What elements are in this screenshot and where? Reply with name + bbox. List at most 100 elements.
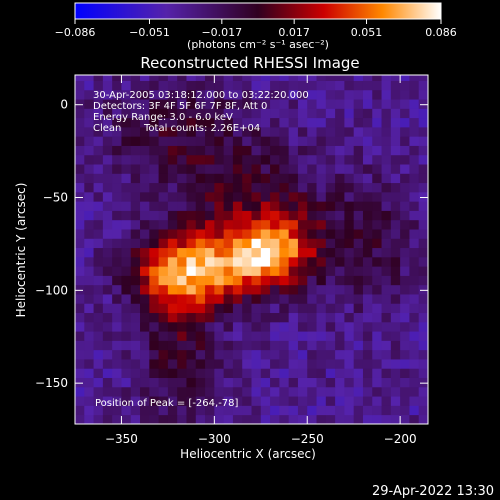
heatmap-cell	[121, 266, 132, 276]
heatmap-cell	[409, 359, 420, 369]
heatmap-cell	[297, 80, 308, 91]
heatmap-cell	[167, 303, 178, 314]
heatmap-cell	[186, 191, 197, 202]
heatmap-cell	[297, 247, 308, 258]
heatmap-cell	[75, 405, 85, 416]
heatmap-cell	[149, 191, 160, 202]
heatmap-cell	[270, 108, 280, 119]
heatmap-cell	[279, 386, 290, 397]
heatmap-cell	[409, 386, 420, 397]
heatmap-cell	[307, 210, 317, 221]
heatmap-cell	[140, 201, 150, 211]
heatmap-cell	[177, 219, 187, 230]
heatmap-cell	[140, 99, 150, 109]
heatmap-cell	[140, 396, 150, 406]
heatmap-cell	[232, 145, 243, 156]
heatmap-cell	[251, 182, 262, 193]
heatmap-cell	[353, 219, 364, 230]
heatmap-cell	[362, 145, 373, 156]
heatmap-cell	[372, 210, 382, 221]
heatmap-cell	[344, 275, 355, 286]
heatmap-cell	[167, 99, 178, 109]
heatmap-cell	[242, 321, 252, 332]
heatmap-cell	[149, 145, 160, 156]
heatmap-cell	[195, 331, 206, 341]
heatmap-cell	[177, 256, 187, 267]
heatmap-cell	[223, 386, 234, 397]
heatmap-cell	[418, 126, 429, 137]
heatmap-cell	[279, 75, 290, 81]
heatmap-cell	[112, 229, 122, 239]
annotations: 30-Apr-2005 03:18:12.000 to 03:22:20.000…	[93, 90, 309, 409]
heatmap-cell	[195, 405, 206, 416]
heatmap-cell	[353, 145, 364, 156]
heatmap-cell	[325, 136, 336, 146]
heatmap-cell	[335, 377, 345, 388]
heatmap-cell	[149, 247, 160, 258]
heatmap-cell	[335, 99, 345, 109]
heatmap-cell	[112, 201, 122, 211]
heatmap-cell	[400, 136, 410, 146]
annotation-total-counts: Total counts: 2.26E+04	[143, 123, 260, 134]
heatmap-cell	[232, 266, 243, 276]
heatmap-cell	[102, 99, 113, 109]
heatmap-cell	[288, 173, 299, 184]
heatmap-cell	[400, 349, 410, 360]
heatmap-cell	[158, 219, 169, 230]
heatmap-cell	[93, 247, 104, 258]
heatmap-cell	[307, 312, 317, 323]
heatmap-cell	[223, 312, 234, 323]
heatmap-cell	[93, 414, 104, 425]
heatmap-cell	[344, 303, 355, 314]
heatmap-cell	[214, 386, 225, 397]
heatmap-cell	[307, 359, 317, 369]
heatmap-cell	[121, 312, 132, 323]
heatmap-cell	[307, 201, 317, 211]
heatmap-cell	[372, 164, 382, 174]
heatmap-cell	[335, 256, 345, 267]
heatmap-cell	[372, 247, 382, 258]
heatmap-cell	[140, 191, 150, 202]
heatmap-cell	[102, 386, 113, 397]
heatmap-cell	[177, 312, 187, 323]
heatmap-cell	[140, 238, 150, 249]
heatmap-cell	[186, 294, 197, 304]
heatmap-cell	[223, 117, 234, 128]
heatmap-cell	[418, 108, 429, 119]
heatmap-cell	[102, 414, 113, 425]
heatmap-cell	[409, 414, 420, 425]
heatmap-cell	[177, 75, 187, 81]
heatmap-cell	[260, 136, 271, 146]
heatmap-cell	[223, 99, 234, 109]
heatmap-cell	[307, 284, 317, 295]
heatmap-cell	[140, 117, 150, 128]
heatmap-cell	[418, 275, 429, 286]
heatmap-cell	[353, 126, 364, 137]
heatmap-cell	[75, 173, 85, 184]
heatmap-cell	[214, 173, 225, 184]
heatmap-cell	[186, 219, 197, 230]
heatmap-cell	[390, 312, 401, 323]
heatmap-cell	[186, 80, 197, 91]
heatmap-cell	[279, 145, 290, 156]
heatmap-cell	[270, 201, 280, 211]
heatmap-cell	[409, 405, 420, 416]
heatmap-cell	[232, 405, 243, 416]
heatmap-cell	[242, 368, 252, 378]
heatmap-cell	[400, 75, 410, 81]
heatmap-cell	[316, 191, 327, 202]
heatmap-cell	[325, 108, 336, 119]
heatmap-cell	[186, 238, 197, 249]
heatmap-cell	[372, 108, 382, 119]
heatmap-cell	[223, 210, 234, 221]
heatmap-cell	[84, 210, 94, 221]
heatmap-cell	[335, 386, 345, 397]
heatmap-cell	[130, 126, 141, 137]
heatmap-cell	[214, 247, 225, 258]
x-tick-label: −300	[198, 432, 231, 446]
heatmap-cell	[325, 182, 336, 193]
heatmap-cell	[223, 266, 234, 276]
heatmap-cell	[381, 210, 392, 221]
y-tick-label: −100	[35, 283, 68, 297]
heatmap-cell	[242, 80, 252, 91]
